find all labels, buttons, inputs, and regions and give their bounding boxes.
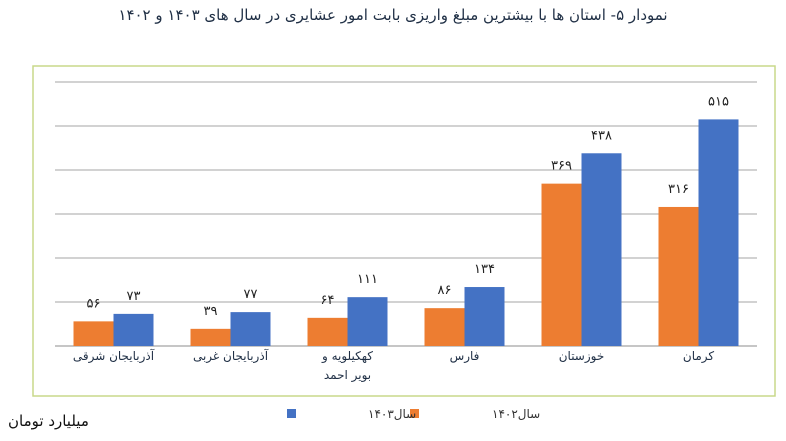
bar [464,287,505,346]
bar [424,308,465,346]
category-label: خوزستان [559,349,605,364]
chart-frame [32,65,776,397]
data-label: ۳۹ [204,304,218,319]
category-label: آذربایجان شرقی [73,348,155,364]
category-labels: کرمان خوزستان فارس کهکیلویه و بویر احمد آذربا… [73,348,715,383]
data-labels: ۳۱۶ ۵۱۵ ۳۶۹ ۴۳۸ ۸۶ ۱۳۴ ۶۴ ۱۱۱ ۳۹ ۷۷ ۵۶ ۷۳ [87,94,729,318]
legend: سال۱۴۰۲ سال۱۴۰۳ [287,407,540,421]
data-label: ۷۷ [244,287,258,302]
page-title: نمودار ۵- استان ها با بیشترین مبلغ واریز… [118,6,668,24]
bar [347,297,388,346]
bar [541,183,582,346]
data-label: ۸۶ [438,283,452,298]
data-label: ۳۱۶ [668,182,689,197]
legend-swatch [410,409,419,418]
data-label: ۵۶ [87,296,101,311]
data-label: ۵۱۵ [708,94,729,109]
data-label: ۶۴ [321,293,335,308]
bar [658,206,699,346]
category-label: کهکیلویه و [321,349,373,364]
category-label: فارس [450,349,480,364]
legend-label: سال۱۴۰۲ [492,407,540,421]
category-label: آذربایجان غربی [193,348,269,364]
category-label: بویر احمد [324,368,371,383]
bar [307,317,348,346]
data-label: ۱۳۴ [474,262,495,277]
bars [73,119,739,347]
data-label: ۳۶۹ [551,159,572,174]
unit-label: میلیارد تومان [8,412,89,430]
bar [190,328,231,346]
bar [73,321,114,346]
bar [581,153,622,346]
grid-lines [55,81,757,347]
category-label: کرمان [683,349,715,364]
bar [698,119,739,347]
data-label: ۷۳ [127,289,141,304]
bar [230,312,271,346]
legend-label: سال۱۴۰۳ [368,407,416,421]
legend-swatch [287,409,296,418]
data-label: ۴۳۸ [591,128,612,143]
data-label: ۱۱۱ [357,272,378,287]
bar [113,313,154,346]
